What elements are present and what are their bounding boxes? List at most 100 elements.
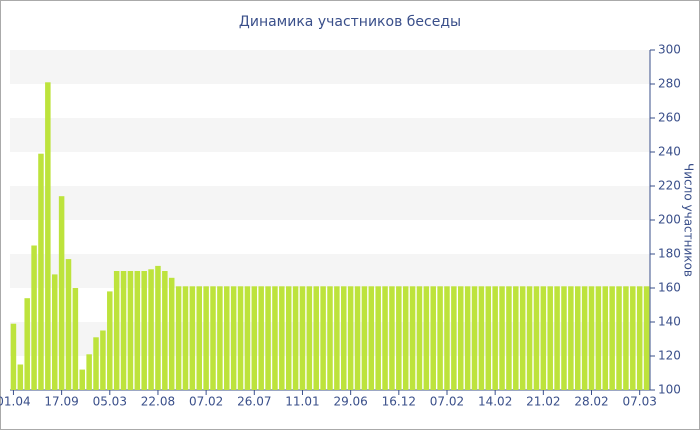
bar xyxy=(492,286,498,390)
bar xyxy=(217,286,223,390)
bar xyxy=(602,286,609,390)
grid-band xyxy=(10,50,650,84)
bar xyxy=(396,286,402,390)
x-tick-label: 05.03 xyxy=(93,395,127,409)
bar xyxy=(134,271,141,390)
x-tick-label: 07.02 xyxy=(189,395,223,409)
x-tick-label: 29.06 xyxy=(333,395,367,409)
bar xyxy=(100,330,106,390)
x-tick-label: 16.12 xyxy=(382,395,416,409)
y-tick-label: 260 xyxy=(658,111,681,125)
x-tick-label: 21.02 xyxy=(526,395,560,409)
bar xyxy=(313,286,319,390)
bar xyxy=(485,286,492,390)
bar xyxy=(643,286,650,390)
bar xyxy=(306,286,313,390)
bar xyxy=(630,286,636,390)
bar xyxy=(554,286,560,390)
bar xyxy=(458,286,464,390)
bar xyxy=(430,286,436,390)
bar xyxy=(292,286,299,390)
chart-title: Динамика участников беседы xyxy=(239,14,461,30)
bar xyxy=(409,286,416,390)
bar xyxy=(533,286,540,390)
bar xyxy=(279,286,285,390)
bar xyxy=(272,286,278,390)
bar xyxy=(547,286,553,390)
bar xyxy=(175,286,182,390)
x-tick-label: 26.07 xyxy=(237,395,271,409)
x-tick-label: 22.08 xyxy=(141,395,175,409)
x-tick-label: 17.09 xyxy=(44,395,78,409)
bar xyxy=(265,286,271,390)
y-tick-label: 120 xyxy=(658,349,681,363)
y-tick-label: 240 xyxy=(658,145,681,159)
y-tick-label: 180 xyxy=(658,247,681,261)
bar xyxy=(224,286,230,390)
bar xyxy=(478,286,485,390)
bar xyxy=(623,286,629,390)
bar xyxy=(423,286,430,390)
bar xyxy=(58,196,65,390)
x-tick-label: 28.02 xyxy=(574,395,608,409)
bar xyxy=(93,337,99,390)
bar xyxy=(375,286,381,390)
grid-band xyxy=(10,118,650,152)
bar xyxy=(513,286,519,390)
bar xyxy=(168,277,175,390)
bar xyxy=(189,286,196,390)
bar xyxy=(251,286,258,390)
bar xyxy=(354,286,361,390)
bar xyxy=(616,286,622,390)
bar xyxy=(299,286,306,390)
bar xyxy=(155,265,161,390)
bar xyxy=(196,286,202,390)
bar xyxy=(471,286,478,390)
bar xyxy=(120,271,127,390)
bar xyxy=(581,286,588,390)
bar xyxy=(38,153,44,390)
y-tick-label: 300 xyxy=(658,43,681,57)
bar xyxy=(361,286,368,390)
bar xyxy=(182,286,189,390)
bar xyxy=(31,245,37,390)
bar xyxy=(526,286,533,390)
bar xyxy=(389,286,395,390)
bar xyxy=(595,286,602,390)
x-tick-label: 14.02 xyxy=(478,395,512,409)
bar xyxy=(113,271,120,390)
grid-band xyxy=(10,186,650,220)
bar xyxy=(540,286,547,390)
bar xyxy=(334,286,340,390)
bar xyxy=(506,286,512,390)
bar xyxy=(327,286,333,390)
bar xyxy=(568,286,574,390)
bar xyxy=(437,286,443,390)
bar xyxy=(210,286,216,390)
bar xyxy=(107,291,113,390)
bar xyxy=(10,323,17,390)
bar xyxy=(258,286,264,390)
y-axis-label: Число участников xyxy=(682,163,696,277)
y-tick-label: 140 xyxy=(658,315,681,329)
bar xyxy=(203,286,209,390)
x-tick-label: 07.03 xyxy=(622,395,656,409)
bar xyxy=(636,286,643,390)
y-tick-label: 100 xyxy=(658,383,681,397)
bar xyxy=(609,286,615,390)
bar xyxy=(320,286,326,390)
x-tick-label: 01.04 xyxy=(0,395,31,409)
bar xyxy=(368,286,375,390)
bar xyxy=(588,286,595,390)
bar xyxy=(237,286,244,390)
bar xyxy=(561,286,567,390)
bar xyxy=(141,271,147,390)
bar xyxy=(148,269,154,390)
bar xyxy=(86,354,92,390)
bar xyxy=(464,286,471,390)
grid-band xyxy=(10,254,650,288)
bar xyxy=(244,286,251,390)
bar xyxy=(230,286,237,390)
bar xyxy=(51,274,58,390)
